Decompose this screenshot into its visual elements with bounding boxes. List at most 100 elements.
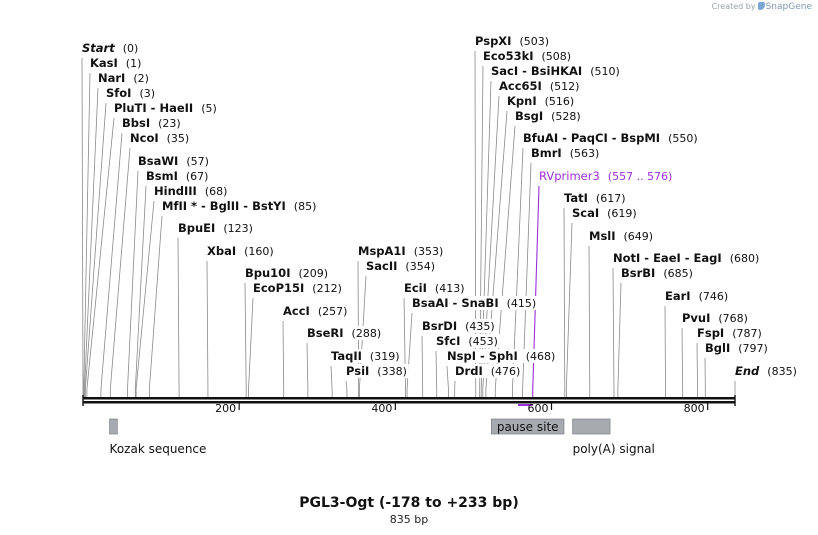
site-label-bg-saci-bsihkai	[489, 64, 622, 78]
site-label-eco53ki: Eco53kI (508)	[483, 49, 571, 63]
site-label-bpu10i: Bpu10I (209)	[245, 266, 328, 280]
site-line-bsawi	[127, 170, 139, 397]
site-line-kpni	[485, 110, 508, 397]
site-position-eari: (746)	[699, 290, 729, 303]
site-label-bsmi: BsmI (67)	[146, 169, 208, 183]
snapgene-logo-icon	[757, 2, 765, 10]
site-position-bbsi: (23)	[158, 117, 181, 130]
backbone-bottom-strand	[83, 401, 735, 404]
site-labels: Start (0)KasI (1)NarI (2)SfoI (3)PluTI - Hae…	[80, 34, 799, 378]
site-label-start: Start (0)	[82, 41, 138, 55]
site-label-rvprimer3: RVprimer3 (557 .. 576)	[539, 169, 672, 183]
site-label-acc65i: Acc65I (512)	[499, 79, 579, 93]
site-label-bg-psii	[344, 364, 409, 378]
site-position-bsaai-snabi: (415)	[507, 297, 537, 310]
site-line-pvui	[681, 327, 684, 397]
site-position-bsawi: (57)	[186, 155, 209, 168]
site-label-bg-bmri	[529, 146, 602, 160]
site-line-psii	[345, 380, 348, 397]
site-position-bsgi: (528)	[551, 110, 581, 123]
site-line-sacii	[359, 275, 367, 397]
feature-poly-a-signal	[572, 418, 611, 435]
site-line-acc65i	[482, 95, 500, 397]
site-line-fspi	[696, 342, 698, 397]
site-label-bg-sacii	[364, 259, 438, 273]
site-position-pspxi: (503)	[519, 35, 549, 48]
site-label-bg-sfoi	[104, 86, 158, 100]
site-line-bseri	[306, 342, 309, 397]
snapgene-credit: Created by SnapGene	[712, 2, 812, 12]
site-label-bg-xbai	[205, 244, 276, 258]
site-line-rvprimer3	[532, 185, 540, 397]
site-label-mfii-bglii-bstyi: MfII * - BglII - BstYI (85)	[162, 199, 316, 213]
axis-tick-label-400: 400	[371, 402, 392, 415]
site-label-nspi-sphi: NspI - SphI (468)	[447, 349, 555, 363]
site-position-ecop15i: (212)	[312, 282, 342, 295]
site-position-bpuei: (123)	[223, 222, 253, 235]
site-label-bg-hindiii	[152, 184, 230, 198]
site-label-bg-mspa1i	[356, 244, 446, 258]
site-label-bg-nspi-sphi	[445, 349, 558, 363]
site-position-start: (0)	[123, 42, 139, 55]
site-position-hindiii: (68)	[205, 185, 228, 198]
site-line-eari	[664, 305, 666, 397]
feature-label-pause-site: pause site	[497, 420, 559, 434]
site-position-sfoi: (3)	[139, 87, 155, 100]
site-label-bg-start	[80, 41, 141, 55]
site-line-sfci	[435, 350, 438, 397]
site-label-bg-pspxi	[473, 34, 552, 48]
site-label-bg-bpuei	[176, 221, 255, 235]
site-position-acc65i: (512)	[550, 80, 580, 93]
site-line-bpuei	[177, 237, 180, 397]
site-position-bsrbi: (685)	[663, 267, 693, 280]
site-label-bg-ncoi	[128, 131, 192, 145]
site-label-bg-kasi	[88, 56, 144, 70]
site-label-bg-bpu10i	[243, 266, 331, 280]
site-line-mspa1i	[357, 260, 360, 397]
site-leader-lines	[81, 50, 736, 397]
site-position-sacii: (354)	[405, 260, 435, 273]
site-label-mspa1i: MspA1I (353)	[358, 244, 443, 258]
site-label-saci-bsihkai: SacI - BsiHKAI (510)	[491, 64, 620, 78]
site-line-ecop15i	[248, 297, 254, 397]
site-line-bsaai-snabi	[406, 312, 413, 397]
site-position-fspi: (787)	[732, 327, 762, 340]
site-label-bg-mfii-bglii-bstyi	[160, 199, 319, 213]
site-position-bfuai-paqci-bspmi: (550)	[668, 132, 698, 145]
site-label-bsawi: BsaWI (57)	[138, 154, 209, 168]
site-label-bg-bsmi	[144, 169, 211, 183]
axis-tick-label-600: 600	[528, 402, 549, 415]
site-position-xbai: (160)	[244, 245, 274, 258]
site-line-nspi-sphi	[446, 365, 449, 397]
site-line-bsgi	[494, 125, 516, 397]
site-position-pvui: (768)	[718, 312, 748, 325]
site-position-acci: (257)	[318, 305, 348, 318]
site-label-psii: PsiI (338)	[346, 364, 407, 378]
site-label-ecop15i: EcoP15I (212)	[253, 281, 342, 295]
site-label-pluti-haeii: PluTI - HaeII (5)	[114, 101, 217, 115]
site-label-ncoi: NcoI (35)	[130, 131, 189, 145]
site-label-bg-pluti-haeii	[112, 101, 219, 115]
site-line-bmri	[522, 162, 532, 397]
feature-kozak-sequence	[109, 418, 118, 435]
site-line-xbai	[206, 260, 209, 397]
site-label-sfoi: SfoI (3)	[106, 86, 155, 100]
site-position-saci-bsihkai: (510)	[590, 65, 620, 78]
site-label-nari: NarI (2)	[98, 71, 149, 85]
site-position-bgli: (797)	[738, 342, 768, 355]
site-line-kasi	[83, 72, 91, 397]
sequence-length: 835 bp	[389, 513, 429, 526]
site-label-bg-drdi	[453, 364, 523, 378]
site-label-bg-bsrdi	[420, 319, 497, 333]
site-line-taqii	[330, 365, 333, 397]
site-position-rvprimer3: (557 .. 576)	[608, 170, 673, 183]
site-label-bfuai-paqci-bspmi: BfuAI - PaqCI - BspMI (550)	[523, 131, 698, 145]
site-label-bg-ecop15i	[251, 281, 344, 295]
site-position-pluti-haeii: (5)	[201, 102, 217, 115]
site-label-end: End (835)	[735, 364, 797, 378]
site-label-hindiii: HindIII (68)	[154, 184, 227, 198]
site-label-bg-bfuai-paqci-bspmi	[521, 131, 700, 145]
site-position-nari: (2)	[133, 72, 149, 85]
credit-brand: SnapGene	[765, 2, 812, 12]
